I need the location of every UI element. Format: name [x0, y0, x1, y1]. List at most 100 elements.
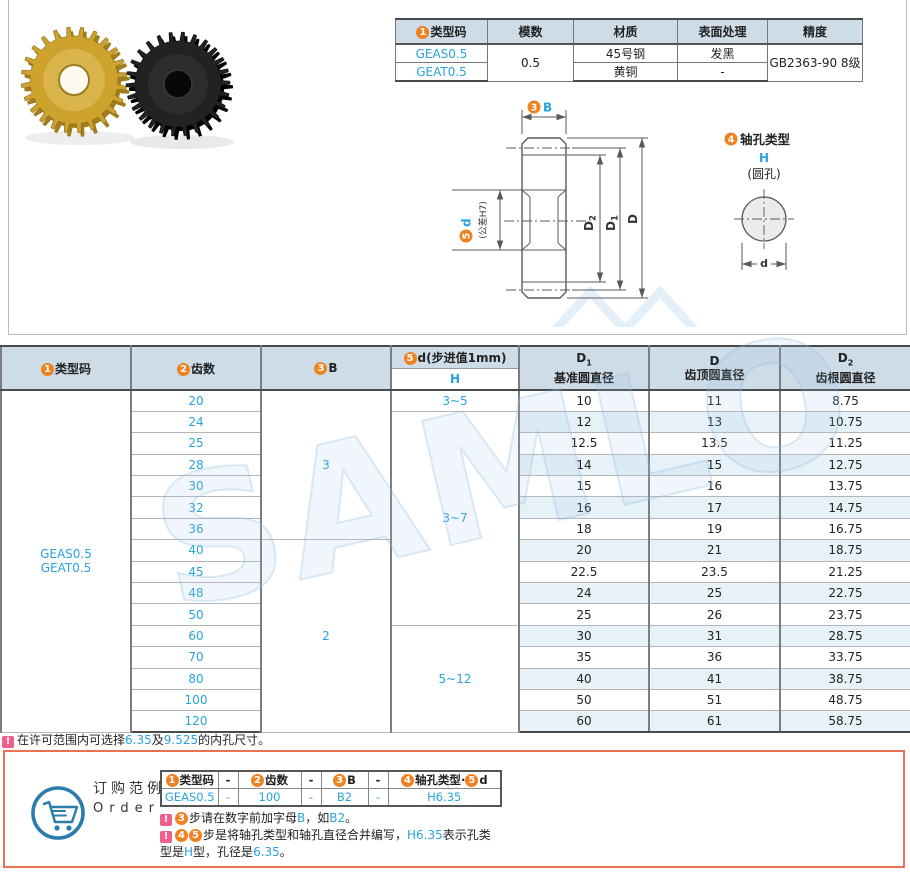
teeth-cell[interactable]: 32 [130, 496, 262, 519]
d2-cell: 8.75 [779, 389, 910, 412]
col-header-d: 5 d(步进值1mm) [390, 345, 520, 369]
svg-text:D: D [626, 214, 640, 224]
circled-5-icon: 5 [189, 829, 202, 842]
table-row: GEAS0.5 GEAT0.5 20 3 3~5 10 11 8.75 [0, 389, 910, 733]
svg-text:d: d [760, 257, 768, 270]
watermark-logo [551, 285, 699, 327]
warning-icon: ! [160, 831, 172, 843]
d2-cell: 18.75 [779, 539, 910, 562]
order-title: 订购范例 Order [93, 778, 165, 816]
order-value-type: GEAS0.5 [160, 788, 219, 807]
teeth-cell[interactable]: 36 [130, 517, 262, 541]
circled-2-icon: 2 [251, 774, 264, 787]
d1-cell: 20 [518, 539, 650, 562]
d2-cell: 10.75 [779, 410, 910, 434]
teeth-cell[interactable]: 50 [130, 603, 262, 626]
order-title-cn: 订购范例 [93, 781, 165, 797]
circled-4-icon [724, 132, 738, 146]
svg-text:H: H [759, 151, 769, 165]
order-col-hole: 4 轴孔类型· 5 d [387, 770, 502, 789]
circled-1-icon: 1 [416, 26, 430, 39]
type-code-cell[interactable]: GEAS0.5 GEAT0.5 [0, 389, 132, 733]
d-cell: 41 [648, 667, 781, 690]
order-col-teeth: 2 齿数 [237, 770, 302, 789]
order-value-hole: H6.35 [387, 788, 502, 807]
d1-cell: 40 [518, 667, 650, 690]
teeth-cell[interactable]: 40 [130, 539, 262, 562]
d-cell: 19 [648, 517, 781, 541]
d1-cell: 24 [518, 582, 650, 605]
d2-cell: 16.75 [779, 517, 910, 541]
order-note-line: ! 4 5 步是将轴孔类型和轴孔直径合并编写，H6.35表示孔类 [160, 827, 491, 844]
circled-3-icon: 3 [333, 774, 347, 787]
teeth-cell[interactable]: 70 [130, 646, 262, 669]
circled-5-icon: 5 [403, 352, 417, 365]
order-note-line: ! 3 步请在数字前加字母B，如B2。 [160, 810, 491, 827]
module-value: 0.5 [487, 43, 574, 82]
d1-cell: 25 [518, 603, 650, 626]
svg-text:轴孔类型: 轴孔类型 [740, 132, 791, 147]
type-code-link[interactable]: GEAT0.5 [395, 62, 488, 82]
d2-cell: 48.75 [779, 688, 910, 712]
circled-1-icon: 1 [40, 362, 54, 376]
footnote-text: 的内孔尺寸。 [198, 733, 271, 747]
d2-cell: 22.75 [779, 582, 910, 605]
teeth-cell[interactable]: 80 [130, 667, 262, 690]
d1-cell: 60 [518, 710, 650, 734]
precision-value: GB2363-90 8级 [767, 43, 863, 82]
teeth-cell[interactable]: 28 [130, 453, 262, 477]
dash-separator: - [217, 788, 239, 807]
circled-1-icon: 1 [165, 774, 179, 787]
teeth-cell[interactable]: 45 [130, 560, 262, 584]
svg-text:D1: D1 [604, 215, 621, 231]
black-gear-bore [163, 69, 193, 99]
b-group-cell: 2 [260, 539, 392, 733]
spec-header-surface: 表面处理 [677, 18, 768, 45]
shopping-cart-icon [31, 786, 85, 840]
d1-cell: 16 [518, 496, 650, 519]
d1-cell: 14 [518, 453, 650, 477]
dash-separator: - [300, 770, 322, 789]
svg-text:4: 4 [728, 135, 735, 146]
d2-cell: 58.75 [779, 710, 910, 734]
d1-cell: 12.5 [518, 432, 650, 455]
d1-cell: 35 [518, 646, 650, 669]
teeth-cell[interactable]: 20 [130, 389, 262, 412]
circled-4-icon: 4 [175, 829, 188, 842]
dimension-D: D [567, 137, 648, 299]
shaft-hole-diagram: 4 轴孔类型 H (圆孔) d [724, 132, 794, 270]
dash-separator: - [367, 788, 389, 807]
type-code-link[interactable]: GEAS0.5 [395, 43, 488, 63]
col-header-teeth: 2 齿数 [130, 345, 262, 391]
dimension-B: 3 B [521, 100, 567, 134]
table-row: 60 5~12 30 31 28.75 [1, 624, 910, 733]
spec-header-precision: 精度 [767, 18, 863, 45]
order-notes: ! 3 步请在数字前加字母B，如B2。 ! 4 5 步是将轴孔类型和轴孔直径合并编写，H6… [160, 810, 491, 861]
circled-5-icon: 5 [465, 774, 479, 787]
teeth-cell[interactable]: 120 [130, 710, 262, 734]
gear-cross-section [504, 137, 586, 299]
material-value: 45号钢 [573, 43, 678, 63]
d-cell: 13.5 [648, 432, 781, 455]
teeth-cell[interactable]: 30 [130, 475, 262, 498]
d-range-cell: 3~5 [390, 389, 520, 412]
svg-text:d: d [460, 218, 474, 227]
d2-cell: 14.75 [779, 496, 910, 519]
d-cell: 26 [648, 603, 781, 626]
d2-cell: 21.25 [779, 560, 910, 584]
svg-text:D2: D2 [582, 215, 599, 231]
svg-text:(公差H7): (公差H7) [477, 201, 489, 239]
teeth-cell[interactable]: 48 [130, 582, 262, 605]
teeth-cell[interactable]: 24 [130, 410, 262, 434]
teeth-cell[interactable]: 25 [130, 432, 262, 455]
teeth-cell[interactable]: 100 [130, 688, 262, 712]
d2-cell: 11.25 [779, 432, 910, 455]
teeth-cell[interactable]: 60 [130, 624, 262, 648]
footnote-text: 及 [151, 733, 164, 747]
d-cell: 17 [648, 496, 781, 519]
dash-separator: - [367, 770, 389, 789]
